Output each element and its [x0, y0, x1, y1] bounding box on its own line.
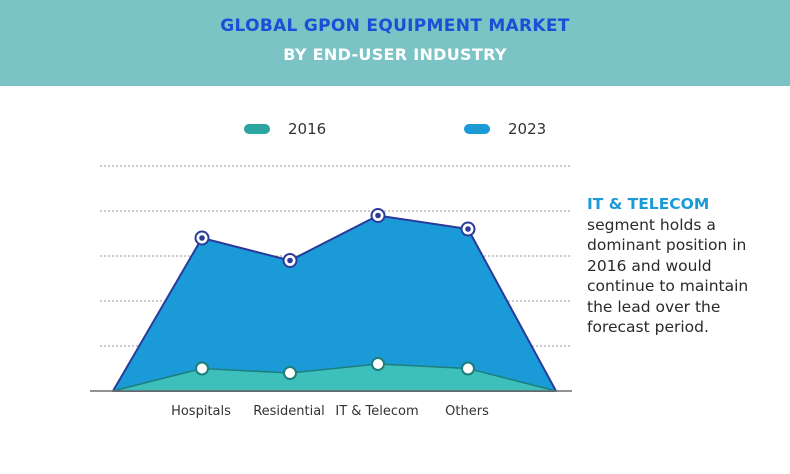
callout-line: segment holds a: [587, 215, 716, 234]
callout-line: dominant position in: [587, 236, 747, 254]
point-2023-dot: [287, 257, 293, 264]
chart-title: GLOBAL GPON EQUIPMENT MARKET: [220, 16, 570, 36]
callout-line: forecast period.: [587, 318, 709, 336]
legend-swatch-2023: [464, 124, 490, 134]
callout-line: continue to maintain: [587, 277, 749, 295]
legend-item-2023: 2023: [464, 119, 546, 139]
callout-line: the lead over the: [587, 297, 721, 316]
callout-line: 2016 and would: [587, 256, 712, 275]
point-2023-dot: [375, 212, 381, 219]
point-2016: [283, 366, 297, 380]
point-2023-dot: [199, 235, 205, 241]
point-2016: [371, 357, 385, 371]
legend-item-2016: 2016: [244, 119, 326, 139]
x-tick-label: IT & Telecom: [335, 404, 418, 419]
callout-text: IT & TELECOM segment holds a dominant po…: [587, 194, 787, 338]
legend-swatch-2016: [244, 124, 270, 134]
area-series-2023: [112, 214, 557, 392]
x-tick-label: Residential: [253, 404, 325, 419]
x-tick-label: Others: [445, 404, 489, 419]
point-2016: [195, 361, 209, 376]
point-2023-dot: [465, 226, 471, 232]
chart-subtitle: BY END-USER INDUSTRY: [283, 45, 507, 64]
legend-label-2023: 2023: [508, 120, 547, 138]
point-2016: [461, 361, 475, 376]
x-tick-label: Hospitals: [171, 404, 231, 419]
header-banner: GLOBAL GPON EQUIPMENT MARKET BY END-USER…: [0, 0, 790, 86]
legend-label-2016: 2016: [288, 120, 327, 138]
callout-highlight: IT & TELECOM: [587, 195, 710, 213]
